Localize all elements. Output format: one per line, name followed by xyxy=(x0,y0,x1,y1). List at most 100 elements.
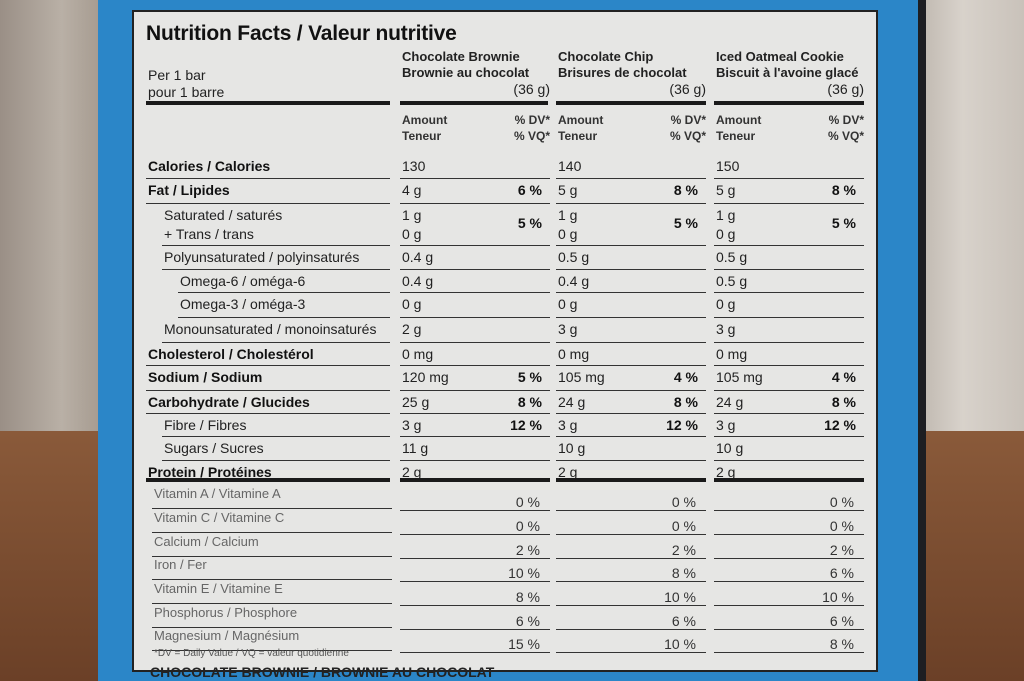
divider-line xyxy=(152,627,392,628)
nutrient-label: Carbohydrate / Glucides xyxy=(148,394,310,410)
divider-line xyxy=(556,245,706,246)
vitamin-percent: 0 % xyxy=(829,494,854,510)
amount-cell: 10 g xyxy=(716,440,744,456)
divider-line xyxy=(152,579,392,580)
divider-line xyxy=(400,478,550,482)
vitamin-percent: 6 % xyxy=(671,613,696,629)
divider-line xyxy=(152,650,392,651)
amount-cell: 24 g xyxy=(558,394,586,410)
divider-line xyxy=(714,581,864,582)
vitamin-percent: 6 % xyxy=(829,565,854,581)
divider-line xyxy=(146,178,390,179)
divider-line xyxy=(556,605,706,606)
vitamin-label: Vitamin C / Vitamine C xyxy=(154,510,285,525)
divider-line xyxy=(400,436,550,437)
divider-line xyxy=(400,510,550,511)
nutrient-label: Calories / Calories xyxy=(148,158,271,174)
divider-line xyxy=(556,292,706,293)
divider-line xyxy=(556,269,706,270)
nutrient-label: Sodium / Sodium xyxy=(148,369,263,385)
nutrient-label: Protein / Protéines xyxy=(148,464,272,480)
divider-line xyxy=(556,558,706,559)
divider-line xyxy=(714,203,864,204)
amount-cell: 120 mg xyxy=(402,369,449,385)
product-name-en: Iced Oatmeal Cookie xyxy=(716,49,844,64)
serving-size: Per 1 bar pour 1 barre xyxy=(148,67,224,101)
vitamin-percent: 6 % xyxy=(829,613,854,629)
vitamin-percent: 0 % xyxy=(515,518,540,534)
vitamin-percent: 2 % xyxy=(515,542,540,558)
product-size: (36 g) xyxy=(827,81,864,97)
dv-percent: 12 % xyxy=(824,417,856,433)
amount-cell: 3 g xyxy=(558,417,578,433)
amount-cell: 1 g xyxy=(716,207,736,223)
vitamin-label: Calcium / Calcium xyxy=(154,534,259,549)
vitamin-percent: 6 % xyxy=(515,613,540,629)
product-iced-oatmeal: Iced Oatmeal Cookie Biscuit à l'avoine g… xyxy=(716,49,864,97)
dv-percent: 8 % xyxy=(517,394,542,410)
divider-line xyxy=(162,342,390,343)
divider-line xyxy=(556,629,706,630)
column-header: Amount Teneur % DV*% VQ* xyxy=(558,112,706,144)
divider-line xyxy=(400,269,550,270)
vitamin-percent: 0 % xyxy=(515,494,540,510)
amount-cell: 1 g xyxy=(402,207,422,223)
divider-line xyxy=(714,510,864,511)
divider-line xyxy=(556,390,706,391)
divider-line xyxy=(714,629,864,630)
amount-cell: 0 g xyxy=(558,296,578,312)
product-chocolate-brownie: Chocolate Brownie Brownie au chocolat (3… xyxy=(402,49,550,97)
product-name-en: Chocolate Chip xyxy=(558,49,654,64)
product-name-fr: Brisures de chocolat xyxy=(558,65,687,80)
amount-cell: 2 g xyxy=(402,321,422,337)
divider-line xyxy=(178,317,390,318)
dv-percent: 4 % xyxy=(831,369,856,385)
divider-line xyxy=(714,365,864,366)
vitamin-label: Magnesium / Magnésium xyxy=(154,628,300,643)
vitamin-label: Vitamin E / Vitamine E xyxy=(154,581,283,596)
amount-cell: 0 g xyxy=(402,296,422,312)
nutrition-title: Nutrition Facts / Valeur nutritive xyxy=(146,22,457,45)
divider-line xyxy=(162,460,390,461)
product-name-fr: Biscuit à l'avoine glacé xyxy=(716,65,859,80)
divider-line xyxy=(556,365,706,366)
amount-cell-secondary: 0 g xyxy=(716,226,736,242)
divider-line xyxy=(152,603,392,604)
teneur-label: Teneur xyxy=(402,129,442,143)
dv-percent: 8 % xyxy=(831,182,856,198)
amount-cell: 3 g xyxy=(402,417,422,433)
dv-percent: 12 % xyxy=(510,417,542,433)
amount-cell: 3 g xyxy=(716,321,736,337)
divider-line xyxy=(714,605,864,606)
dv-header: % DV*% VQ* xyxy=(827,113,864,143)
dv-percent: 5 % xyxy=(673,215,698,231)
amount-cell: 24 g xyxy=(716,394,744,410)
vitamin-label: Iron / Fer xyxy=(154,557,207,572)
nutrient-label: Sugars / Sucres xyxy=(164,440,264,456)
amount-cell: 130 xyxy=(402,158,426,174)
divider-line xyxy=(400,178,550,179)
divider-line xyxy=(714,390,864,391)
divider-line xyxy=(162,436,390,437)
divider-line xyxy=(714,245,864,246)
divider-line xyxy=(400,652,550,653)
divider-line xyxy=(400,342,550,343)
amount-label: Amount xyxy=(716,113,762,127)
divider-line xyxy=(146,478,390,482)
divider-line xyxy=(152,508,392,509)
vitamin-percent: 10 % xyxy=(664,636,696,652)
amount-cell: 3 g xyxy=(716,417,736,433)
divider-line xyxy=(714,460,864,461)
vitamin-percent: 8 % xyxy=(515,589,540,605)
divider-line xyxy=(714,558,864,559)
divider-thick xyxy=(714,101,864,105)
dv-percent: 8 % xyxy=(673,182,698,198)
amount-cell: 140 xyxy=(558,158,582,174)
per-line-en: Per 1 bar xyxy=(148,67,206,83)
divider-line xyxy=(556,317,706,318)
nutrient-label: Omega-3 / oméga-3 xyxy=(180,296,306,312)
divider-line xyxy=(400,534,550,535)
amount-label: Amount xyxy=(402,113,448,127)
amount-cell: 2 g xyxy=(716,464,736,480)
divider-thick xyxy=(556,101,706,105)
